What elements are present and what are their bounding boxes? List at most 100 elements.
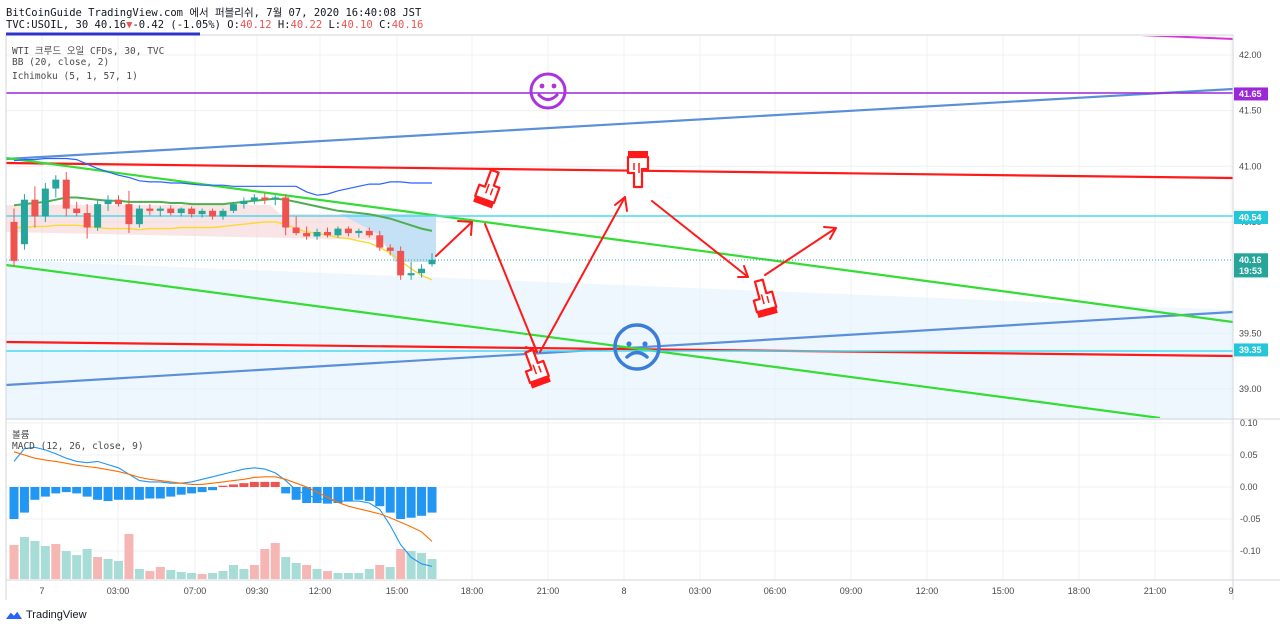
price-tick-label: 42.00 xyxy=(1239,50,1262,60)
volume-bar xyxy=(396,549,406,579)
arrow-2 xyxy=(484,223,538,353)
volume-bar xyxy=(187,573,197,579)
bb-upper-line xyxy=(13,157,432,196)
high-value: 40.22 xyxy=(290,19,323,31)
volume-bar xyxy=(197,574,207,579)
macd-histogram-bar xyxy=(323,487,332,504)
price-tick-label: 39.50 xyxy=(1239,328,1262,338)
volume-bar xyxy=(19,537,29,579)
volume-bar xyxy=(134,569,144,579)
volume-bar xyxy=(82,549,92,579)
volume-bar xyxy=(312,569,322,579)
price-label-bg xyxy=(1234,253,1268,267)
pointing-hand-icon xyxy=(626,149,650,189)
volume-bar xyxy=(114,561,123,579)
legend-ichimoku: Ichimoku (5, 1, 57, 1) xyxy=(12,71,138,82)
volume-bar xyxy=(72,555,82,579)
macd-tick-label: -0.10 xyxy=(1240,546,1261,556)
last-price: 40.16 xyxy=(94,19,127,31)
macd-histogram-bar xyxy=(354,487,364,500)
candle-body xyxy=(303,233,311,237)
time-tick-label: 15:00 xyxy=(992,586,1015,596)
macd-histogram-bar xyxy=(93,487,103,500)
price-label-bg xyxy=(1234,210,1268,224)
volume-bar xyxy=(343,573,353,579)
macd-histogram-bar xyxy=(218,485,228,487)
volume-bar xyxy=(354,573,364,579)
trend-line-magenta xyxy=(1139,36,1233,40)
macd-histogram-bar xyxy=(406,487,416,518)
volume-bar xyxy=(417,553,427,579)
macd-histogram-bar xyxy=(312,487,322,503)
candle-body xyxy=(282,197,290,228)
volume-bar xyxy=(249,565,259,579)
arrow-1 xyxy=(435,221,473,257)
time-tick-label: 03:00 xyxy=(689,586,712,596)
macd-histogram-bar xyxy=(134,487,144,500)
candle-body xyxy=(240,200,248,205)
time-tick-label: 18:00 xyxy=(461,586,484,596)
time-tick-label: 09:00 xyxy=(840,586,863,596)
open-label: O: xyxy=(227,19,240,31)
arrow-4 xyxy=(651,200,749,278)
macd-histogram-bar xyxy=(281,487,291,494)
high-label: H: xyxy=(277,19,291,31)
candles xyxy=(10,171,436,280)
price-label-tag: 40.16 xyxy=(1234,253,1268,267)
volume-bar xyxy=(124,534,134,579)
price-label-bg xyxy=(1234,264,1268,278)
macd-histogram-bar xyxy=(270,481,280,487)
macd-histogram-bar xyxy=(249,481,259,487)
close-label: C: xyxy=(379,19,392,31)
candle-body xyxy=(397,250,405,276)
volume-bar xyxy=(385,567,395,579)
volume-bar xyxy=(375,565,385,579)
candle-body xyxy=(125,204,133,225)
cloud-region xyxy=(6,260,1233,420)
volume-bar xyxy=(93,557,103,579)
macd-histogram-bar xyxy=(145,487,155,499)
candle-body xyxy=(188,208,196,215)
volume-bar xyxy=(103,559,113,579)
price-label-tag: 40.54 xyxy=(1234,210,1268,224)
price-tick-label: 41.50 xyxy=(1239,106,1262,116)
time-tick-label: 8 xyxy=(621,586,626,596)
volume-bar xyxy=(176,572,186,579)
volume-bar xyxy=(427,559,437,579)
trend-line-blue-upper xyxy=(6,87,1233,161)
open-value: 40.12 xyxy=(239,19,272,31)
candle-body xyxy=(94,204,102,228)
trend-line-green-lower xyxy=(6,263,1161,418)
price-label-text: 40.54 xyxy=(1239,212,1262,222)
macd-tick-label: 0.05 xyxy=(1240,450,1258,460)
low-value: 40.10 xyxy=(341,19,373,31)
candle-body xyxy=(115,199,122,205)
time-tick-label: 09:30 xyxy=(246,586,269,596)
time-tick-label: 7 xyxy=(39,586,44,596)
candle-body xyxy=(355,230,363,234)
footer-brand[interactable]: TradingView xyxy=(6,609,87,621)
pointing-hand-icon xyxy=(472,166,506,210)
volume-bar xyxy=(239,569,249,579)
cloud-region xyxy=(6,205,436,262)
legend-macd: MACD (12, 26, close, 9) xyxy=(12,441,144,452)
macd-histogram-bar xyxy=(291,487,301,500)
macd-histogram-bar xyxy=(187,487,197,494)
macd-histogram-bar xyxy=(197,487,207,493)
time-tick-label: 18:00 xyxy=(1068,586,1091,596)
volume-bar xyxy=(228,565,238,579)
macd-histogram-bar xyxy=(208,487,218,491)
volume-bar xyxy=(260,549,270,579)
macd-histogram-bar xyxy=(385,487,395,513)
macd-histogram-bar xyxy=(427,487,437,513)
macd-histogram-bar xyxy=(375,487,385,507)
bollinger-bands xyxy=(13,157,433,281)
arrow-5-head xyxy=(823,226,837,240)
candle-body xyxy=(344,228,352,234)
volume-bar xyxy=(218,571,228,579)
price-label-bg xyxy=(1234,87,1268,101)
volume-bar xyxy=(364,569,374,579)
candle-body xyxy=(229,204,237,211)
candle-body xyxy=(52,179,60,189)
